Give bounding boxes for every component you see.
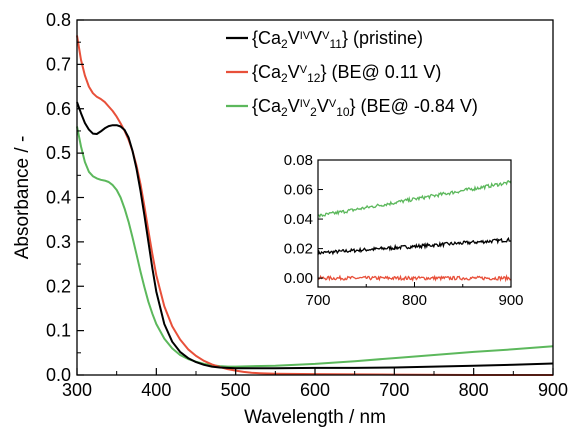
legend-text-segment: 2: [281, 105, 288, 119]
legend-text-segment: 11: [330, 37, 343, 51]
inset-y-tick-label: 0.04: [284, 211, 313, 228]
inset-series-line-2: [317, 179, 512, 219]
y-tick-label: 0.0: [46, 365, 71, 385]
legend: {Ca2VIVVV11} (pristine){Ca2VV12} (BE@ 0.…: [226, 28, 478, 119]
x-tick-label: 400: [141, 380, 171, 400]
series-line-2: [76, 126, 554, 368]
x-axis-title: Wavelength / nm: [244, 407, 386, 428]
inset-series-line-0: [317, 236, 512, 256]
legend-text-segment: IV: [300, 98, 311, 110]
y-tick-label: 0.6: [46, 99, 71, 119]
inset-y-tick-label: 0.08: [284, 152, 313, 169]
y-tick-label: 0.2: [46, 276, 71, 296]
x-tick-label: 500: [221, 380, 251, 400]
legend-text-segment: } (BE@ -0.84 V): [350, 96, 478, 116]
inset-x-tick-label: 900: [498, 292, 523, 309]
legend-text-segment: 10: [336, 105, 350, 119]
legend-label-0: {Ca2VIVVV11} (pristine): [252, 28, 423, 51]
x-tick-label: 800: [459, 380, 489, 400]
legend-text-segment: V: [317, 96, 329, 116]
inset-background: [318, 160, 511, 287]
inset-y-tick-label: 0.02: [284, 241, 313, 258]
legend-label-1: {Ca2VV12} (BE@ 0.11 V): [252, 62, 441, 85]
legend-text-segment: V: [322, 30, 330, 42]
legend-text-segment: V: [329, 98, 337, 110]
main-plot: 300 400 500 600 700 800 900 0.0 0.1 0.2 0.3 0.4 0.5 0…: [12, 10, 568, 428]
y-tick-label: 0.7: [46, 54, 71, 74]
inset-y-tick-label: 0.00: [284, 270, 313, 287]
inset-x-tick-label: 800: [402, 292, 427, 309]
legend-text-segment: {Ca: [252, 96, 282, 116]
y-tick-label: 0.1: [46, 321, 71, 341]
y-tick-label: 0.5: [46, 143, 71, 163]
y-tick-label: 0.3: [46, 232, 71, 252]
legend-text-segment: 2: [281, 37, 288, 51]
inset-x-tick-label: 700: [305, 292, 330, 309]
inset-series-layer: [317, 179, 512, 283]
series-line-1: [76, 35, 553, 376]
legend-text-segment: {Ca: [252, 28, 282, 48]
series-line-0: [76, 101, 554, 370]
main-axis-ticks: [76, 19, 554, 376]
x-tick-label: 700: [379, 380, 409, 400]
legend-text-segment: V: [288, 28, 300, 48]
legend-text-segment: IV: [300, 30, 311, 42]
legend-text-segment: } (pristine): [342, 28, 423, 48]
y-axis-title: Absorbance / -: [12, 136, 33, 260]
inset-series-line-1: [317, 274, 512, 283]
legend-text-segment: V: [300, 64, 308, 76]
legend-text-segment: 2: [310, 105, 317, 119]
y-tick-label: 0.4: [46, 188, 71, 208]
legend-text-segment: {Ca: [252, 62, 282, 82]
legend-text-segment: V: [310, 28, 322, 48]
main-series-layer: [76, 35, 554, 376]
inset-axis-ticks: [317, 159, 512, 287]
x-tick-label: 900: [538, 380, 568, 400]
legend-text-segment: } (BE@ 0.11 V): [320, 62, 441, 82]
legend-text-segment: V: [288, 62, 300, 82]
y-tick-label: 0.8: [46, 10, 71, 30]
legend-text-segment: V: [288, 96, 300, 116]
inset-y-tick-label: 0.06: [284, 182, 313, 199]
legend-text-segment: 12: [307, 71, 321, 85]
inset-plot: 700 800 900 0.00 0.02 0.04 0.06 0.08: [284, 152, 524, 309]
x-tick-label: 300: [62, 380, 92, 400]
legend-label-2: {Ca2VIV2VV10} (BE@ -0.84 V): [252, 96, 478, 119]
inset-axis-tick-labels: 700 800 900 0.00 0.02 0.04 0.06 0.08: [284, 152, 524, 309]
main-axis-tick-labels: 300 400 500 600 700 800 900 0.0 0.1 0.2 0.3 0.4 0.5 0…: [46, 10, 568, 400]
x-tick-label: 600: [300, 380, 330, 400]
legend-text-segment: 2: [281, 71, 288, 85]
